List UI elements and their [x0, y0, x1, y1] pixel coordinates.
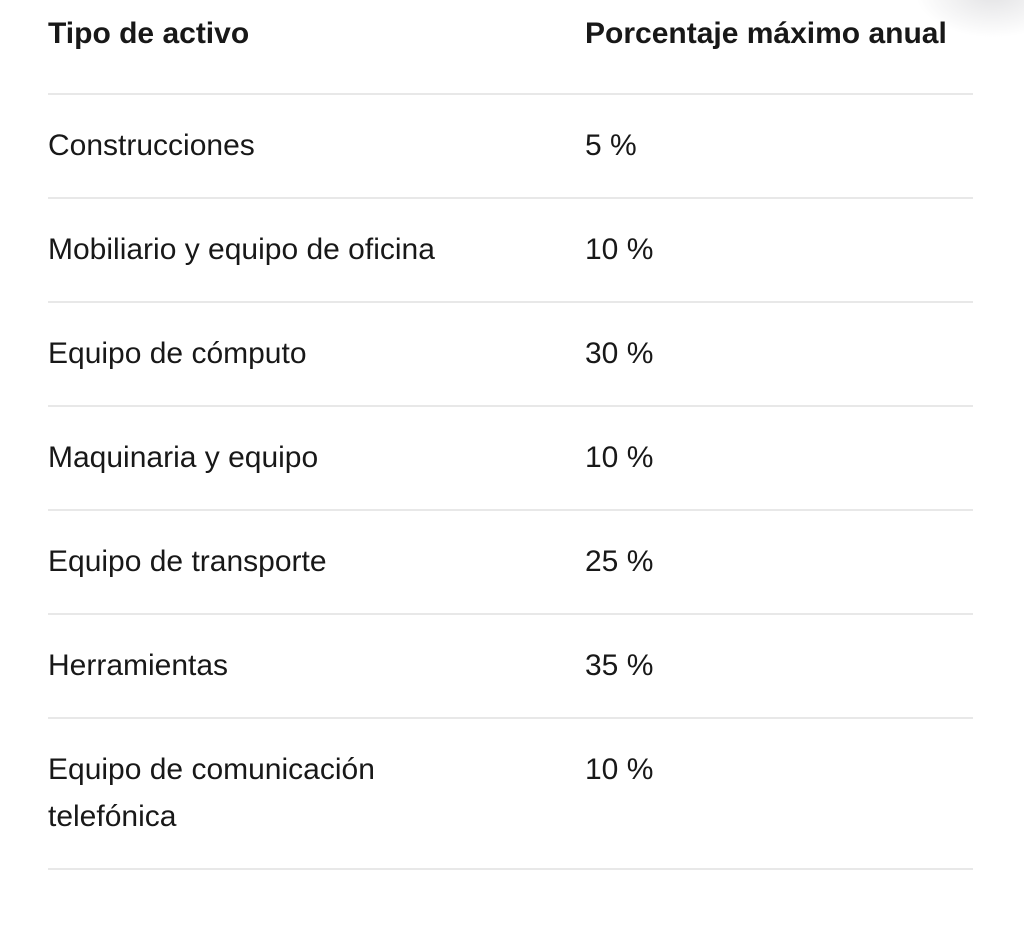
- header-porcentaje-maximo-anual: Porcentaje máximo anual: [585, 17, 947, 50]
- cell-tipo: Equipo de cómputo: [48, 337, 307, 370]
- cell-porcentaje: 5 %: [585, 129, 637, 162]
- table-row: Equipo de cómputo 30 %: [48, 303, 973, 407]
- cell-tipo: Equipo de transporte: [48, 545, 327, 578]
- cell-tipo: Maquinaria y equipo: [48, 441, 319, 474]
- cell-tipo: Construcciones: [48, 129, 255, 162]
- cell-porcentaje: 30 %: [585, 337, 654, 370]
- table-row: Equipo de transporte 25 %: [48, 511, 973, 615]
- cell-porcentaje: 10 %: [585, 441, 654, 474]
- cell-tipo: Mobiliario y equipo de oficina: [48, 233, 435, 266]
- table-row: Equipo de comunicación telefónica 10 %: [48, 719, 973, 870]
- table-header-row: Tipo de activo Porcentaje máximo anual: [48, 0, 973, 95]
- table-row: Mobiliario y equipo de oficina 10 %: [48, 199, 973, 303]
- header-tipo-de-activo: Tipo de activo: [48, 17, 250, 50]
- cell-tipo: Herramientas: [48, 649, 229, 682]
- depreciation-table: Tipo de activo Porcentaje máximo anual C…: [48, 0, 973, 870]
- cell-porcentaje: 10 %: [585, 753, 654, 786]
- table-row: Construcciones 5 %: [48, 95, 973, 199]
- cell-porcentaje: 35 %: [585, 649, 654, 682]
- table-row: Maquinaria y equipo 10 %: [48, 407, 973, 511]
- table-row: Herramientas 35 %: [48, 615, 973, 719]
- cell-porcentaje: 10 %: [585, 233, 654, 266]
- cell-tipo: Equipo de comunicación telefónica: [48, 753, 375, 833]
- cell-porcentaje: 25 %: [585, 545, 654, 578]
